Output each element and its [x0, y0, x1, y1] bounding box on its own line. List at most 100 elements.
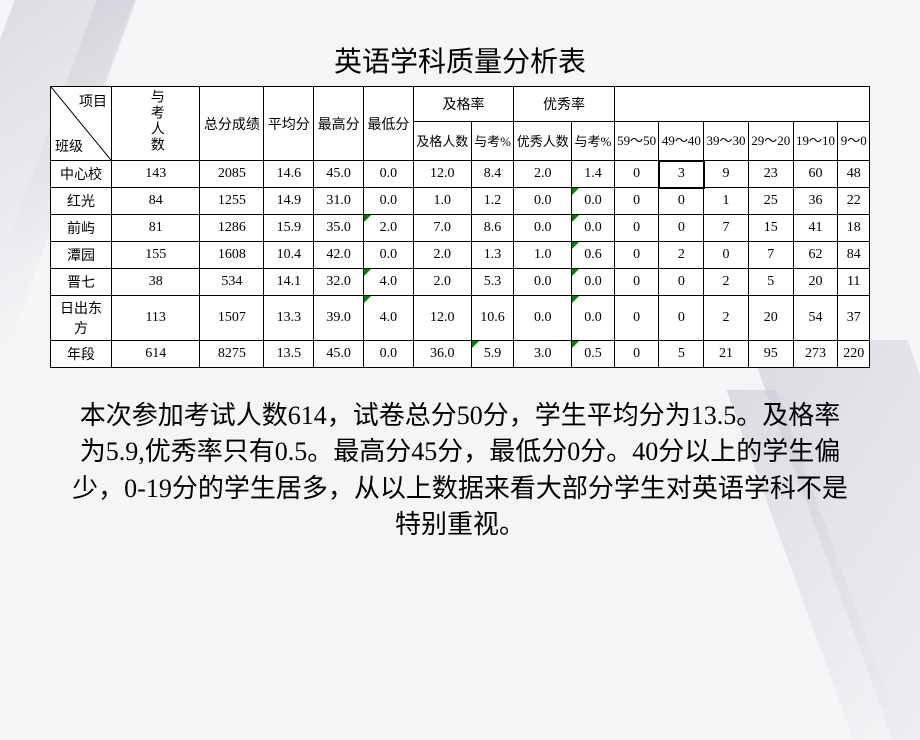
cell-r39: 7	[704, 215, 749, 242]
cell-r49: 0	[659, 296, 704, 341]
cell-avg: 15.9	[264, 215, 314, 242]
cell-r19: 41	[793, 215, 838, 242]
cell-max: 39.0	[314, 296, 364, 341]
cell-exc-count: 0.0	[514, 215, 572, 242]
cell-count: 38	[112, 269, 200, 296]
cell-r19: 273	[793, 341, 838, 368]
cell-min: 4.0	[364, 269, 414, 296]
cell-exc-pct: 0.0	[572, 296, 615, 341]
cell-r59: 0	[614, 215, 659, 242]
cell-class: 红光	[51, 188, 112, 215]
cell-r49: 5	[659, 341, 704, 368]
cell-total: 2085	[200, 161, 264, 188]
cell-exc-count: 3.0	[514, 341, 572, 368]
cell-exc-count: 0.0	[514, 188, 572, 215]
cell-exc-count: 1.0	[514, 242, 572, 269]
cell-exc-count: 0.0	[514, 296, 572, 341]
cell-r59: 0	[614, 161, 659, 188]
slide-content: 英语学科质量分析表 项目 班级 与考人数 总分成绩 平均分 最高分 最低分 及格…	[0, 0, 920, 564]
cell-min: 0.0	[364, 188, 414, 215]
cell-max: 31.0	[314, 188, 364, 215]
cell-r9: 37	[838, 296, 870, 341]
cell-class: 年段	[51, 341, 112, 368]
cell-r19: 62	[793, 242, 838, 269]
cell-avg: 14.6	[264, 161, 314, 188]
cell-r59: 0	[614, 296, 659, 341]
cell-max: 45.0	[314, 161, 364, 188]
analysis-table: 项目 班级 与考人数 总分成绩 平均分 最高分 最低分 及格率 优秀率 及格人数…	[50, 86, 870, 368]
col-min: 最低分	[364, 87, 414, 161]
cell-total: 1608	[200, 242, 264, 269]
cell-r9: 84	[838, 242, 870, 269]
cell-pass-count: 12.0	[413, 296, 471, 341]
cell-r39: 1	[704, 188, 749, 215]
cell-r49: 0	[659, 269, 704, 296]
cell-pass-count: 7.0	[413, 215, 471, 242]
cell-r9: 22	[838, 188, 870, 215]
cell-r39: 2	[704, 296, 749, 341]
cell-r19: 54	[793, 296, 838, 341]
cell-r49: 0	[659, 215, 704, 242]
cell-count: 143	[112, 161, 200, 188]
cell-r39: 2	[704, 269, 749, 296]
cell-r59: 0	[614, 242, 659, 269]
cell-r49: 2	[659, 242, 704, 269]
cell-r9: 18	[838, 215, 870, 242]
col-r59: 59～50	[614, 121, 659, 160]
cell-avg: 10.4	[264, 242, 314, 269]
cell-pass-pct: 5.3	[471, 269, 514, 296]
cell-class: 日出东方	[51, 296, 112, 341]
col-r9: 9～0	[838, 121, 870, 160]
cell-r39: 0	[704, 242, 749, 269]
cell-r39: 9	[704, 161, 749, 188]
col-pass-count: 及格人数	[413, 121, 471, 160]
table-row: 年段614827513.545.00.036.05.93.00.50521952…	[51, 341, 870, 368]
cell-min: 0.0	[364, 242, 414, 269]
cell-class: 潭园	[51, 242, 112, 269]
corner-header: 项目 班级	[51, 87, 112, 161]
table-row: 中心校143208514.645.00.012.08.42.01.4039236…	[51, 161, 870, 188]
cell-r49: 3	[659, 161, 704, 188]
cell-exc-pct: 0.0	[572, 269, 615, 296]
cell-min: 4.0	[364, 296, 414, 341]
cell-total: 1286	[200, 215, 264, 242]
cell-class: 前屿	[51, 215, 112, 242]
cell-r19: 36	[793, 188, 838, 215]
cell-r9: 220	[838, 341, 870, 368]
col-avg: 平均分	[264, 87, 314, 161]
cell-pass-count: 2.0	[413, 269, 471, 296]
cell-pass-count: 2.0	[413, 242, 471, 269]
cell-max: 35.0	[314, 215, 364, 242]
col-exc-pct: 与考%	[572, 121, 615, 160]
cell-r29: 23	[748, 161, 793, 188]
cell-r39: 21	[704, 341, 749, 368]
cell-class: 晋七	[51, 269, 112, 296]
table-row: 红光84125514.931.00.01.01.20.00.0001253622	[51, 188, 870, 215]
cell-min: 0.0	[364, 161, 414, 188]
cell-max: 45.0	[314, 341, 364, 368]
table-row: 日出东方113150713.339.04.012.010.60.00.00022…	[51, 296, 870, 341]
cell-r19: 20	[793, 269, 838, 296]
cell-min: 2.0	[364, 215, 414, 242]
col-total: 总分成绩	[200, 87, 264, 161]
cell-pass-pct: 1.3	[471, 242, 514, 269]
cell-min: 0.0	[364, 341, 414, 368]
cell-r59: 0	[614, 269, 659, 296]
cell-pass-count: 36.0	[413, 341, 471, 368]
cell-r29: 20	[748, 296, 793, 341]
cell-r29: 5	[748, 269, 793, 296]
col-r29: 29～20	[748, 121, 793, 160]
col-ranges-group	[614, 87, 869, 122]
cell-pass-pct: 1.2	[471, 188, 514, 215]
cell-pass-count: 1.0	[413, 188, 471, 215]
cell-r19: 60	[793, 161, 838, 188]
cell-exc-count: 2.0	[514, 161, 572, 188]
cell-pass-count: 12.0	[413, 161, 471, 188]
cell-avg: 13.5	[264, 341, 314, 368]
corner-top-label: 项目	[79, 91, 107, 111]
cell-exc-pct: 0.0	[572, 215, 615, 242]
cell-r9: 48	[838, 161, 870, 188]
cell-r49: 0	[659, 188, 704, 215]
cell-count: 113	[112, 296, 200, 341]
cell-exc-pct: 0.5	[572, 341, 615, 368]
